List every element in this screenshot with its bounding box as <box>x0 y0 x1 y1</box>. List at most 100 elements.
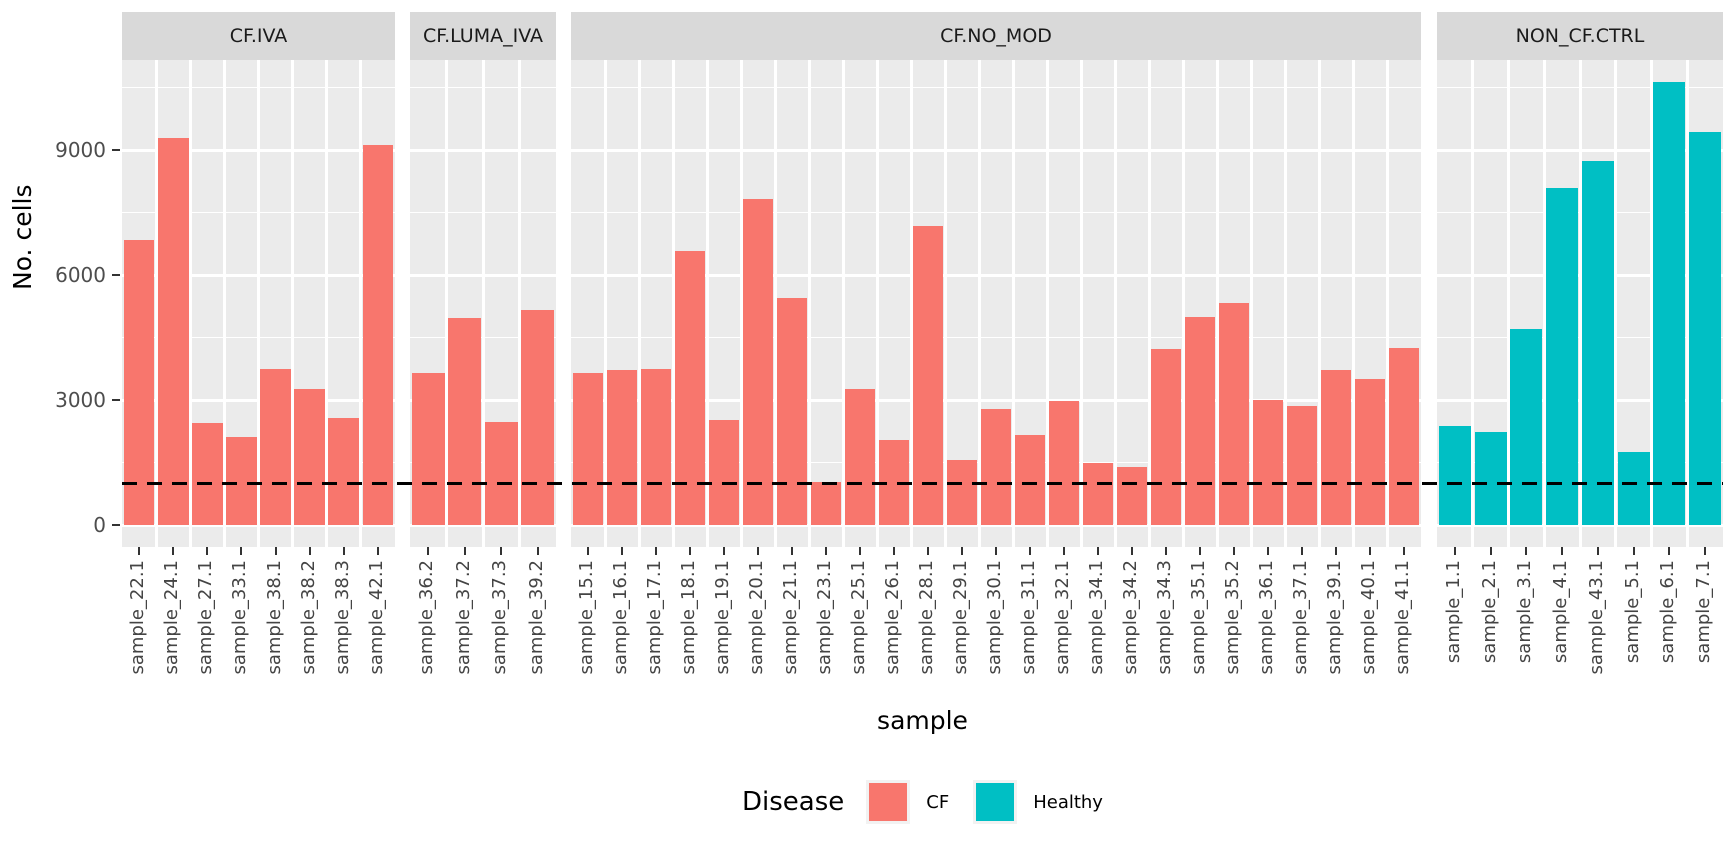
y-tick-label-6000: 6000 <box>55 263 106 287</box>
x-tick-label-sample_37.2: sample_37.2 <box>452 560 474 675</box>
x-tick <box>1097 547 1099 555</box>
x-tick <box>961 547 963 555</box>
gridline-vertical <box>1045 60 1049 547</box>
bar-sample_37.3 <box>484 421 518 525</box>
bar-sample_18.1 <box>674 250 706 525</box>
y-axis-title: No. cells <box>8 184 37 291</box>
gridline-vertical <box>671 60 675 547</box>
x-tick <box>308 547 311 555</box>
x-tick-label-sample_21.1: sample_21.1 <box>780 560 801 675</box>
gridline-vertical <box>325 60 329 547</box>
x-tick-label-sample_37.1: sample_37.1 <box>1290 560 1311 675</box>
x-tick <box>1668 547 1671 555</box>
x-tick <box>1369 547 1371 555</box>
gridline-vertical <box>1351 60 1355 547</box>
y-tick-label-0: 0 <box>93 513 106 537</box>
bar-sample_19.1 <box>708 420 740 525</box>
gridline-vertical <box>1079 60 1083 547</box>
swatch-color <box>976 783 1015 821</box>
x-tick <box>1335 547 1337 555</box>
x-tick <box>172 547 175 555</box>
x-tick <box>1199 547 1201 555</box>
gridline-vertical <box>291 60 295 547</box>
y-tick-label-3000: 3000 <box>55 388 106 412</box>
gridline-vertical <box>773 60 777 547</box>
x-tick-label-sample_37.3: sample_37.3 <box>489 560 511 675</box>
x-tick-label-sample_26.1: sample_26.1 <box>882 560 903 675</box>
x-tick-label-sample_18.1: sample_18.1 <box>678 560 699 675</box>
x-tick-label-sample_25.1: sample_25.1 <box>848 560 869 675</box>
x-tick-label-sample_42.1: sample_42.1 <box>365 560 387 675</box>
x-tick <box>1525 547 1528 555</box>
x-tick <box>240 547 243 555</box>
x-tick-label-sample_5.1: sample_5.1 <box>1621 560 1643 664</box>
swatch-color <box>869 783 908 821</box>
x-tick-label-sample_35.2: sample_35.2 <box>1222 560 1243 675</box>
bar-sample_30.1 <box>980 409 1012 525</box>
gridline-major <box>571 273 1421 277</box>
bar-sample_38.2 <box>294 389 326 525</box>
x-tick-label-sample_28.1: sample_28.1 <box>916 560 937 675</box>
x-tick-label-sample_35.1: sample_35.1 <box>1188 560 1209 675</box>
gridline-vertical <box>257 60 260 547</box>
x-tick <box>1233 547 1235 555</box>
gridline-vertical <box>445 60 448 547</box>
bar-sample_16.1 <box>606 370 638 525</box>
x-tick-label-sample_17.1: sample_17.1 <box>644 560 665 675</box>
gridline-vertical <box>705 60 709 547</box>
legend-item-CF: CF <box>866 780 949 824</box>
x-tick-label-sample_6.1: sample_6.1 <box>1657 560 1679 664</box>
bar-sample_6.1 <box>1653 81 1686 525</box>
gridline-vertical <box>739 60 743 547</box>
bar-sample_25.1 <box>844 389 876 525</box>
y-tick <box>112 524 120 526</box>
bar-sample_4.1 <box>1546 188 1579 525</box>
bar-sample_36.1 <box>1252 400 1284 525</box>
gridline-major <box>571 148 1421 152</box>
facet-strip-label: CF.IVA <box>229 25 288 47</box>
gridline-vertical <box>1685 60 1689 547</box>
gridline-vertical <box>154 60 158 547</box>
x-tick-label-sample_38.2: sample_38.2 <box>297 560 319 675</box>
x-tick <box>995 547 997 555</box>
x-tick-label-sample_41.1: sample_41.1 <box>1392 560 1413 675</box>
bar-sample_35.2 <box>1218 303 1250 525</box>
facet-panel-NON_CF.CTRL <box>1437 60 1723 547</box>
legend-label: Healthy <box>1033 791 1103 813</box>
x-tick <box>757 547 759 555</box>
x-tick <box>825 547 827 555</box>
gridline-major <box>571 398 1421 402</box>
gridline-vertical <box>481 60 485 547</box>
bar-sample_34.1 <box>1082 462 1114 525</box>
bar-sample_33.1 <box>226 436 257 525</box>
x-tick <box>1596 547 1599 555</box>
legend: Disease CF Healthy <box>0 780 1728 824</box>
x-tick <box>1165 547 1167 555</box>
gridline-minor <box>571 336 1421 339</box>
x-tick <box>1301 547 1303 555</box>
x-tick <box>138 547 141 555</box>
bar-sample_24.1 <box>157 137 189 525</box>
x-tick <box>655 547 657 555</box>
bar-sample_29.1 <box>946 460 978 525</box>
x-tick-label-sample_33.1: sample_33.1 <box>229 560 251 675</box>
bar-sample_39.1 <box>1320 370 1352 525</box>
x-tick-label-sample_3.1: sample_3.1 <box>1514 560 1536 664</box>
gridline-vertical <box>1113 60 1117 547</box>
x-tick <box>376 547 379 555</box>
bar-sample_27.1 <box>191 422 223 525</box>
x-tick <box>1267 547 1269 555</box>
x-tick <box>1632 547 1635 555</box>
y-tick-label-9000: 9000 <box>55 138 106 162</box>
gridline-vertical <box>943 60 947 547</box>
x-tick-label-sample_34.3: sample_34.3 <box>1154 560 1175 675</box>
bar-sample_3.1 <box>1510 329 1543 525</box>
x-tick-label-sample_23.1: sample_23.1 <box>814 560 835 675</box>
bar-sample_23.1 <box>810 482 842 525</box>
bar-sample_2.1 <box>1474 431 1507 525</box>
x-tick <box>893 547 895 555</box>
facet-strip-CF.NO_MOD: CF.NO_MOD <box>571 12 1421 60</box>
x-tick <box>587 547 589 555</box>
x-tick <box>342 547 345 555</box>
